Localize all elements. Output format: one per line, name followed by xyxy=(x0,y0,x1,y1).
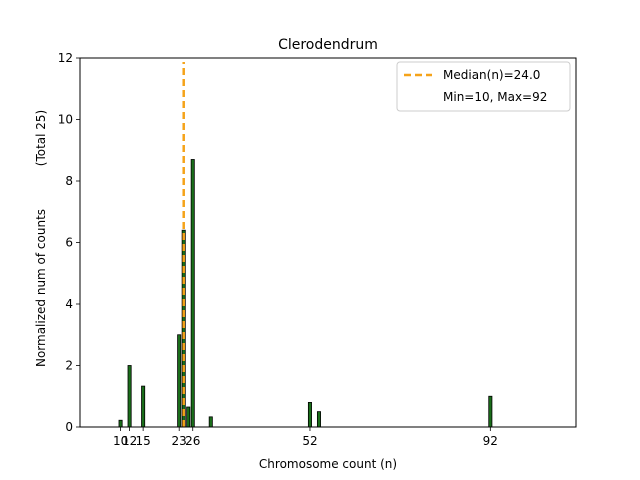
bar-10 xyxy=(118,419,123,428)
y-tick-label: 12 xyxy=(58,51,73,65)
y-tick-label: 10 xyxy=(58,113,73,127)
bar-30 xyxy=(208,416,213,428)
bar-54 xyxy=(316,411,321,428)
y-tick-label: 8 xyxy=(65,174,73,188)
y-tick-label: 0 xyxy=(65,420,73,434)
legend-frame xyxy=(396,61,571,112)
x-tick-label: 23 xyxy=(172,434,187,448)
x-tick-label: 26 xyxy=(185,434,200,448)
chart-title: Clerodendrum xyxy=(278,37,378,53)
y-tick-label: 6 xyxy=(65,236,73,250)
x-tick-label: 92 xyxy=(483,434,498,448)
bar-92 xyxy=(488,395,493,428)
bar-23 xyxy=(177,334,182,428)
bar-25 xyxy=(186,406,191,428)
y-tick-label: 4 xyxy=(65,297,73,311)
x-tick-label: 15 xyxy=(135,434,150,448)
y-axis-total-label: (Total 25) xyxy=(34,110,48,166)
x-tick-label: 52 xyxy=(302,434,317,448)
bar-12 xyxy=(127,365,132,428)
y-axis-title: Normalized num of counts xyxy=(34,209,48,367)
legend: Median(n)=24.0 Min=10, Max=92 xyxy=(396,61,571,112)
bar-26 xyxy=(190,159,195,428)
legend-range-label: Min=10, Max=92 xyxy=(443,90,547,104)
x-tick-label: 10 xyxy=(113,434,128,448)
bar-52 xyxy=(307,401,312,428)
y-ticks: 0 2 4 6 8 10 12 xyxy=(58,51,80,434)
x-tick-label: 12 xyxy=(122,434,137,448)
x-axis-title: Chromosome count (n) xyxy=(259,457,397,471)
y-tick-label: 2 xyxy=(65,359,73,373)
bar-15 xyxy=(141,385,146,428)
legend-median-label: Median(n)=24.0 xyxy=(443,68,540,82)
